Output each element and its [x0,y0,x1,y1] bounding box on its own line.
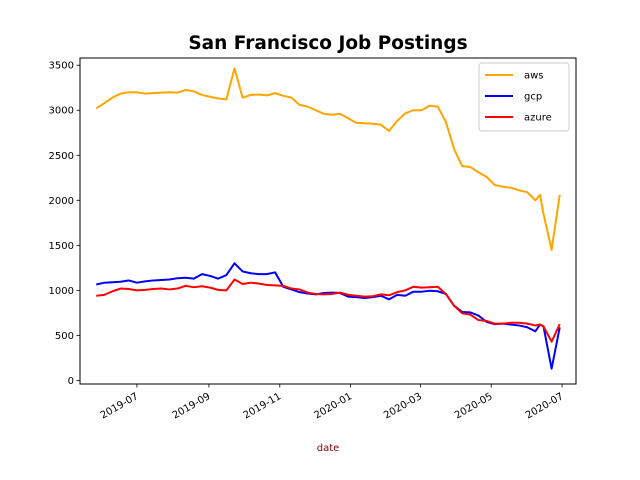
y-tick-label: 2500 [49,151,74,162]
y-tick-label: 0 [68,376,74,387]
y-tick-label: 2000 [49,196,74,207]
legend-box [478,62,570,132]
x-tick-label: 2019-07 [99,391,141,421]
x-tick-label: 2019-09 [171,391,213,421]
chart-title: San Francisco Job Postings [188,33,467,54]
y-tick-label: 3000 [49,106,74,117]
x-axis-label: date [317,443,340,454]
legend: aws gcp azure [478,62,570,132]
legend-label-aws: aws [524,71,544,82]
x-tick-label: 2020-05 [453,391,495,421]
y-tick-label: 1500 [49,241,74,252]
x-tick-label: 2019-11 [242,391,284,421]
plot-frame [79,57,577,385]
x-tick-label: 2020-03 [382,391,424,421]
series-line-gcp [96,262,561,370]
x-tick-label: 2020-01 [312,391,354,421]
y-tick-label: 500 [55,331,74,342]
y-tick-label: 3500 [49,61,74,72]
legend-label-azure: azure [524,113,552,124]
legend-label-gcp: gcp [524,92,542,103]
y-tick-label: 1000 [49,286,74,297]
series-line-aws [95,67,561,251]
x-tick-label: 2020-07 [524,391,566,421]
series-line-azure [96,278,561,343]
